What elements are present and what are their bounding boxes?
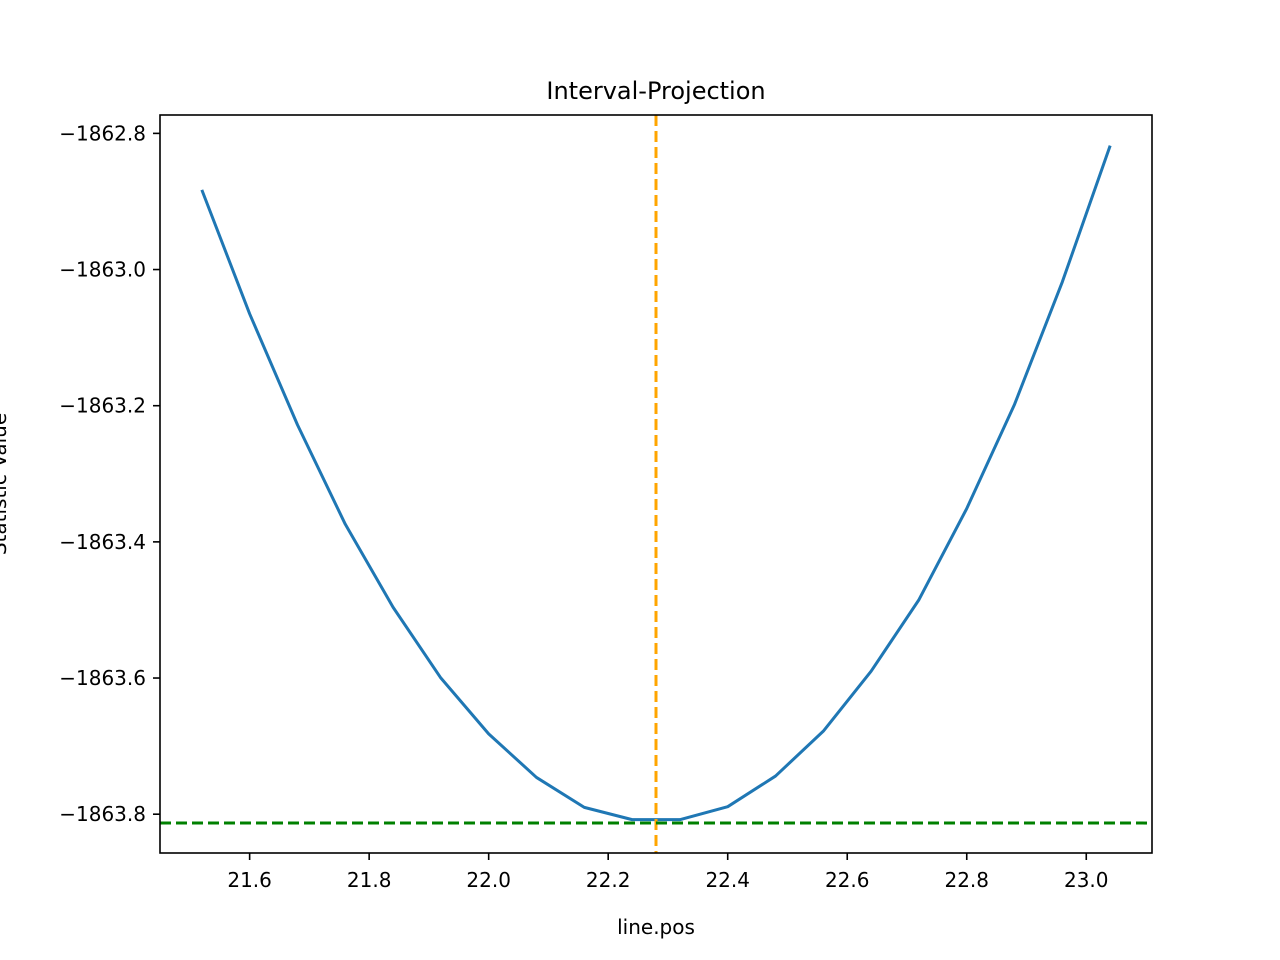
y-tick-label: −1863.2 [59,394,146,418]
y-axis: −1862.8 −1863.0 −1863.2 −1863.4 −1863.6 −1863… [59,121,160,826]
plot-frame [159,114,1153,854]
x-tick-label: 22.0 [466,868,511,892]
reference-lines [160,115,1152,853]
x-tick-label: 21.6 [227,868,272,892]
x-axis-label: line.pos [617,915,695,939]
x-tick-label: 23.0 [1064,868,1109,892]
x-tick-label: 22.2 [586,868,631,892]
x-axis: 21.6 21.8 22.0 22.2 22.4 22.6 22.8 23.0 [227,853,1109,892]
y-axis-label: Statistic Value [0,413,11,555]
y-tick-label: −1863.4 [59,530,146,554]
x-tick-label: 22.8 [944,868,989,892]
x-tick-label: 21.8 [347,868,392,892]
y-tick-label: −1863.8 [59,802,146,826]
chart-title: Interval-Projection [546,77,765,105]
y-tick-label: −1863.6 [59,666,146,690]
x-tick-label: 22.4 [705,868,750,892]
y-tick-label: −1863.0 [59,258,146,282]
y-tick-label: −1862.8 [59,121,146,145]
x-tick-label: 22.6 [825,868,870,892]
